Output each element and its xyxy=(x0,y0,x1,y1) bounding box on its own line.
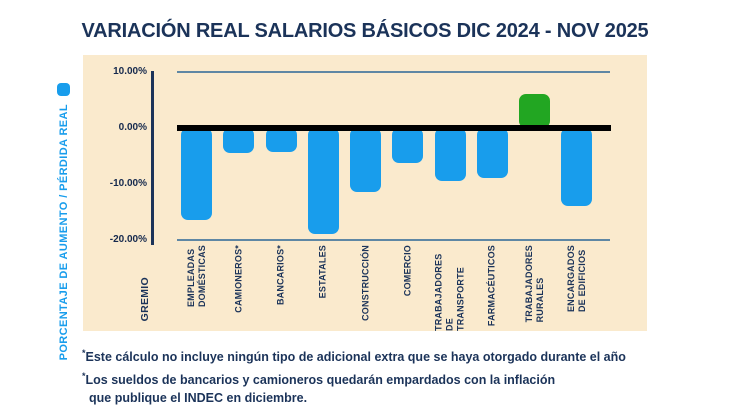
footnote-2-continued: que publique el INDEC en diciembre. xyxy=(89,391,308,406)
category-label-estatales: ESTATALES xyxy=(317,245,328,299)
bar-estatales xyxy=(307,128,339,235)
asterisk-marker: * xyxy=(82,371,86,382)
y-tick--10: -10.00% xyxy=(109,178,147,189)
x-axis-title: GREMIO xyxy=(139,277,151,322)
footnote-2: *Los sueldos de bancarios y camioneros q… xyxy=(82,371,556,388)
asterisk-marker: * xyxy=(82,348,86,358)
zero-baseline xyxy=(177,125,611,131)
category-label-trabajadores: TRABAJADORES RURALES xyxy=(523,245,545,323)
bar-comercio xyxy=(392,128,424,164)
series-color-swatch-icon xyxy=(57,83,70,96)
plot-area: GREMIO 10.00% 0.00% -10.00% -20.00% EMPLEADA… xyxy=(83,55,647,331)
category-label-bancarios: BANCARIOS* xyxy=(275,245,286,306)
footnote-1: *Este cálculo no incluye ningún tipo de … xyxy=(82,348,626,365)
bar-trabajadores-de xyxy=(434,128,466,182)
y-tick-10: 10.00% xyxy=(113,66,147,77)
category-label-empleadas: EMPLEADAS DOMÉSTICAS xyxy=(185,245,207,308)
category-label-comercio: COMERCIO xyxy=(402,245,413,297)
category-label-farmaceuticos: FARMACÉUTICOS xyxy=(486,245,497,327)
footnotes: *Este cálculo no incluye ningún tipo de … xyxy=(82,344,626,407)
gridline-minus-20-percent xyxy=(177,239,610,241)
y-tick--20: -20.00% xyxy=(109,234,147,245)
bar-bancarios xyxy=(265,128,297,152)
bar-empleadas xyxy=(181,128,212,221)
gridline-10-percent xyxy=(177,71,610,73)
y-tick-0: 0.00% xyxy=(118,122,147,133)
bar-camioneros xyxy=(223,128,255,154)
category-label-encargados: ENCARGADOS DE EDIFICIOS xyxy=(565,245,587,313)
bar-farmaceuticos xyxy=(476,128,508,179)
category-label-trabajadores-de: TRABAJADORES DE TRANSPORTE xyxy=(433,253,466,331)
bar-construccion xyxy=(350,128,381,193)
category-label-construccion: CONSTRUCCIÓN xyxy=(360,245,370,321)
bar-trabajadores xyxy=(519,94,550,128)
bar-encargados xyxy=(561,128,593,207)
category-label-camioneros: CAMIONEROS* xyxy=(233,245,244,313)
y-axis-title: PORCENTAJE DE AUMENTO / PÉRDIDA REAL xyxy=(58,104,70,361)
y-axis-line xyxy=(151,71,154,245)
page-title: VARIACIÓN REAL SALARIOS BÁSICOS DIC 2024… xyxy=(81,20,649,42)
